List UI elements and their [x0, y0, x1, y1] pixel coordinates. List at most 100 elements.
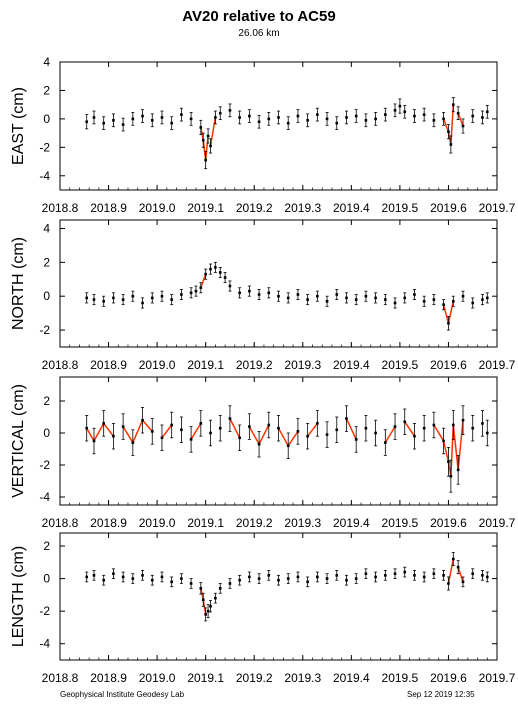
data-point [442, 303, 445, 306]
data-point [384, 574, 387, 577]
data-point [374, 296, 377, 300]
data-point [199, 286, 203, 290]
x-tick-label: 2019.4 [333, 516, 370, 530]
data-point [277, 426, 280, 430]
data-point [189, 438, 193, 441]
y-tick-label: -2 [39, 604, 50, 618]
data-point [206, 134, 210, 138]
data-point [228, 284, 232, 288]
y-tick-label: 2 [43, 539, 50, 553]
highlight-segment [86, 427, 95, 442]
x-tick-label: 2019.0 [139, 201, 176, 215]
data-point [160, 294, 164, 298]
data-point [422, 426, 426, 430]
data-point [204, 613, 207, 616]
data-point [141, 301, 144, 305]
data-point [209, 144, 212, 148]
data-point [131, 441, 135, 444]
x-tick-label: 2019.2 [236, 671, 273, 685]
data-point [345, 578, 348, 582]
data-point [393, 109, 397, 112]
data-point [112, 296, 115, 300]
plot-frame-0 [59, 61, 498, 191]
data-point [199, 126, 203, 129]
x-tick-label: 2018.9 [90, 671, 127, 685]
highlight-segment [442, 304, 450, 324]
data-point [449, 474, 453, 478]
data-point [286, 296, 290, 300]
x-tick-label: 2019.6 [430, 516, 467, 530]
data-point [432, 298, 436, 301]
data-point [384, 113, 387, 116]
highlight-segment [122, 426, 134, 443]
data-point [432, 572, 436, 576]
highlight-segment [103, 422, 115, 437]
data-point [442, 439, 445, 443]
data-point [447, 460, 450, 464]
y-axis-label: EAST (cm) [10, 87, 27, 165]
data-point [449, 143, 453, 146]
highlight-segment [447, 301, 455, 324]
data-point [170, 580, 173, 584]
data-point [112, 434, 115, 438]
x-tick-label: 2018.8 [42, 671, 79, 685]
data-point [325, 299, 329, 303]
data-point [92, 116, 96, 119]
x-tick-label: 2019.4 [333, 201, 370, 215]
plot-frame-3 [59, 532, 498, 661]
data-point [257, 120, 261, 124]
data-point [432, 119, 436, 122]
data-point [141, 114, 144, 118]
y-tick-label: -4 [39, 637, 50, 651]
data-point [413, 574, 416, 577]
x-tick-label: 2018.8 [42, 358, 79, 372]
data-point [481, 422, 484, 425]
highlight-segment [287, 430, 299, 447]
data-point [403, 296, 407, 300]
data-point [316, 575, 319, 579]
data-point [204, 272, 207, 276]
highlight-segment [209, 117, 217, 147]
highlight-segment [447, 558, 455, 584]
data-point [374, 117, 377, 121]
highlight-segment [433, 424, 445, 442]
data-point [189, 117, 193, 121]
highlight-segment [190, 423, 202, 440]
highlight-segment [277, 427, 289, 447]
data-point [85, 426, 89, 430]
data-point [442, 574, 445, 577]
x-tick-label: 2019.3 [284, 671, 321, 685]
data-point [267, 423, 271, 427]
data-point [471, 572, 475, 576]
y-tick-label: -2 [39, 140, 50, 154]
data-point [345, 417, 348, 420]
highlight-segment [200, 273, 207, 288]
x-tick-label: 2018.8 [42, 201, 79, 215]
data-point [257, 293, 261, 296]
data-point [461, 580, 465, 584]
data-point [228, 582, 232, 585]
data-point [267, 117, 271, 121]
highlight-segment [404, 421, 416, 437]
data-point [199, 422, 203, 425]
data-point [456, 468, 460, 472]
data-point [257, 577, 261, 580]
y-tick-label: 0 [43, 426, 50, 440]
data-point [286, 121, 290, 125]
data-point [209, 267, 212, 271]
highlight-segment [452, 424, 459, 470]
data-point [112, 572, 115, 576]
data-point [150, 296, 154, 300]
data-point [403, 110, 407, 114]
data-point [92, 574, 96, 577]
highlight-segment [442, 440, 450, 462]
data-point [345, 296, 348, 300]
data-point [393, 301, 397, 305]
data-point [452, 299, 455, 303]
y-tick-label: 0 [43, 572, 50, 586]
data-point [432, 423, 436, 427]
data-point [447, 130, 450, 133]
y-tick-label: -2 [39, 458, 50, 472]
data-point [364, 572, 368, 576]
data-point [218, 426, 222, 430]
